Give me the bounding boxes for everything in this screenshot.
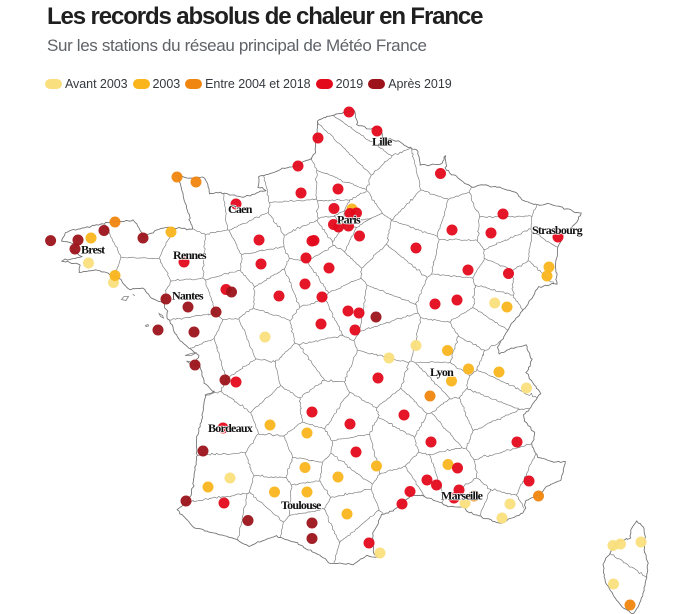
svg-text:Brest: Brest	[81, 243, 105, 257]
svg-text:Marseille: Marseille	[441, 489, 484, 503]
svg-text:Paris: Paris	[337, 213, 361, 227]
svg-text:Rennes: Rennes	[173, 248, 207, 262]
svg-text:Lille: Lille	[372, 135, 393, 149]
svg-text:Lyon: Lyon	[430, 365, 454, 379]
svg-text:Strasbourg: Strasbourg	[532, 223, 583, 237]
svg-text:Bordeaux: Bordeaux	[208, 421, 253, 435]
svg-text:Toulouse: Toulouse	[281, 498, 322, 512]
svg-text:Caen: Caen	[228, 202, 253, 216]
svg-text:Nantes: Nantes	[172, 289, 204, 303]
